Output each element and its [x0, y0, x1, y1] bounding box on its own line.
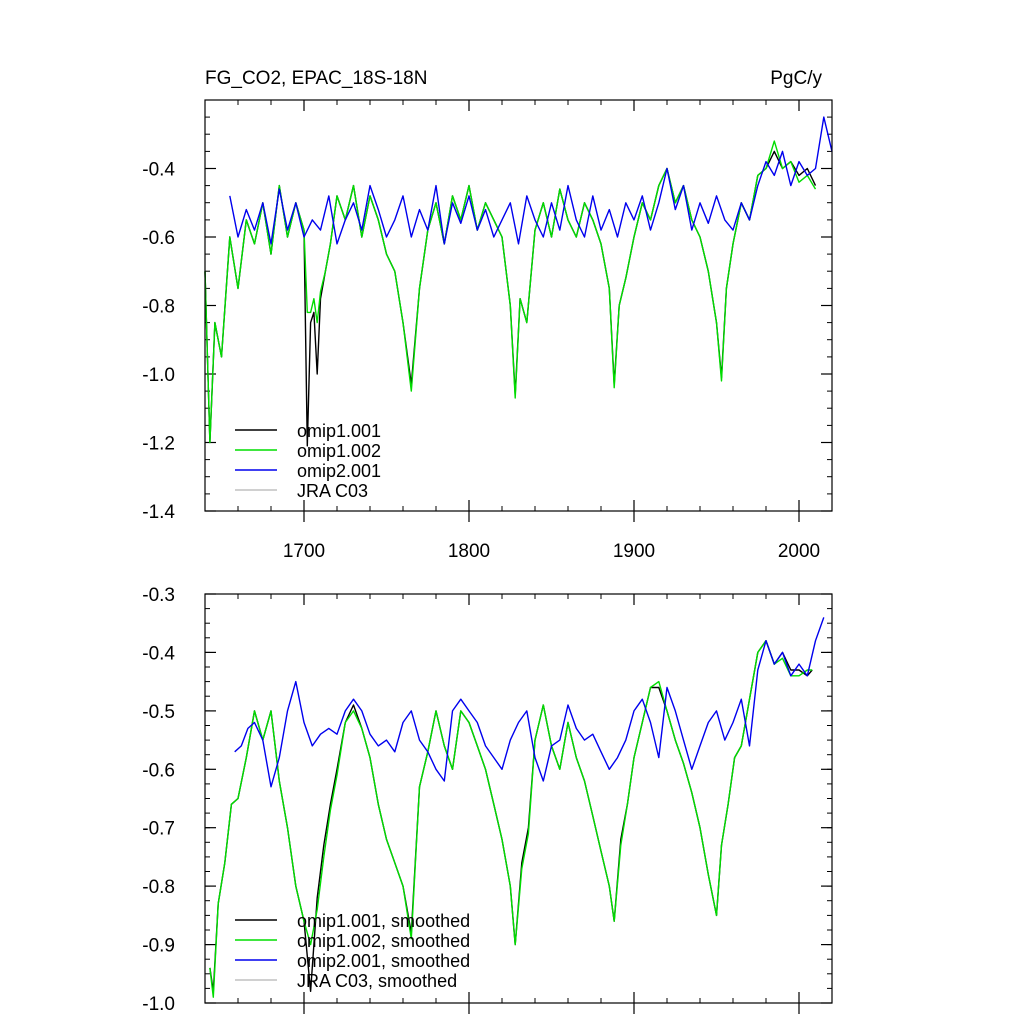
bottom-y-tick-label: -0.8 [142, 877, 175, 898]
bottom-y-tick-label: -0.5 [142, 702, 175, 723]
top-legend-label: omip1.001 [297, 421, 381, 441]
bottom-y-tick-label: -0.7 [142, 819, 175, 840]
top-x-tick-label: 1700 [283, 541, 325, 562]
top-y-tick-label: -1.4 [142, 502, 175, 523]
top-chart-panel: 1700 1800 1900 2000 -1.4 -1.2 -1.0 -0.8 -0.6 -0.4… [142, 99, 833, 562]
bottom-y-tick-label: -0.6 [142, 760, 175, 781]
top-chart-title: FG_CO2, EPAC_18S-18N [205, 68, 427, 89]
bottom-y-tick-label: -0.3 [142, 585, 175, 606]
top-x-tick-label: 1900 [613, 541, 655, 562]
top-x-tick-label: 2000 [778, 541, 820, 562]
top-legend-label: omip2.001 [297, 461, 381, 481]
bottom-legend-label: JRA C03, smoothed [297, 971, 457, 991]
bottom-legend-label: omip1.001, smoothed [297, 911, 470, 931]
bottom-legend-label: omip2.001, smoothed [297, 951, 470, 971]
top-y-tick-label: -1.2 [142, 434, 175, 455]
top-y-tick-label: -1.0 [142, 365, 175, 386]
bottom-legend-label: omip1.002, smoothed [297, 931, 470, 951]
bottom-y-tick-label: -0.9 [142, 936, 175, 957]
bottom-series-line-omip2-001-smoothed [234, 617, 825, 788]
bottom-chart-panel: -1.0 -0.9 -0.8 -0.7 -0.6 -0.5 -0.4 -0.3 omip1.00… [142, 585, 833, 1015]
top-series-line-omip1-002 [204, 140, 817, 444]
bottom-plot-frame [204, 593, 833, 1004]
top-legend-label: JRA C03 [297, 481, 368, 501]
bottom-series-line-omip1-002-smoothed [209, 640, 813, 998]
top-plot-frame [204, 99, 833, 512]
top-series-line-omip1-001 [204, 150, 817, 447]
top-y-tick-label: -0.6 [142, 228, 175, 249]
top-y-tick-label: -0.8 [142, 297, 175, 318]
bottom-y-tick-label: -0.4 [142, 643, 175, 664]
top-y-tick-label: -0.4 [142, 160, 175, 181]
bottom-y-tick-label: -1.0 [142, 994, 175, 1015]
top-legend-label: omip1.002 [297, 441, 381, 461]
top-chart-units: PgC/y [770, 68, 822, 89]
top-x-tick-label: 1800 [448, 541, 490, 562]
top-series-line-omip2-001 [229, 116, 833, 245]
